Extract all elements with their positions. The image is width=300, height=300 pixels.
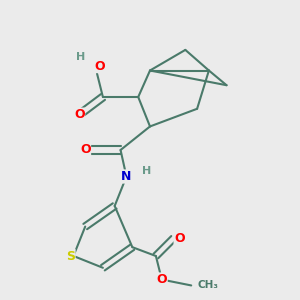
Text: O: O bbox=[74, 108, 85, 121]
Text: CH₃: CH₃ bbox=[197, 280, 218, 290]
Text: S: S bbox=[66, 250, 75, 262]
Text: O: O bbox=[94, 60, 105, 73]
Text: O: O bbox=[80, 143, 91, 157]
Text: H: H bbox=[76, 52, 86, 62]
Text: O: O bbox=[157, 273, 167, 286]
Text: O: O bbox=[174, 232, 185, 245]
Text: N: N bbox=[121, 170, 132, 183]
Text: H: H bbox=[142, 166, 152, 176]
